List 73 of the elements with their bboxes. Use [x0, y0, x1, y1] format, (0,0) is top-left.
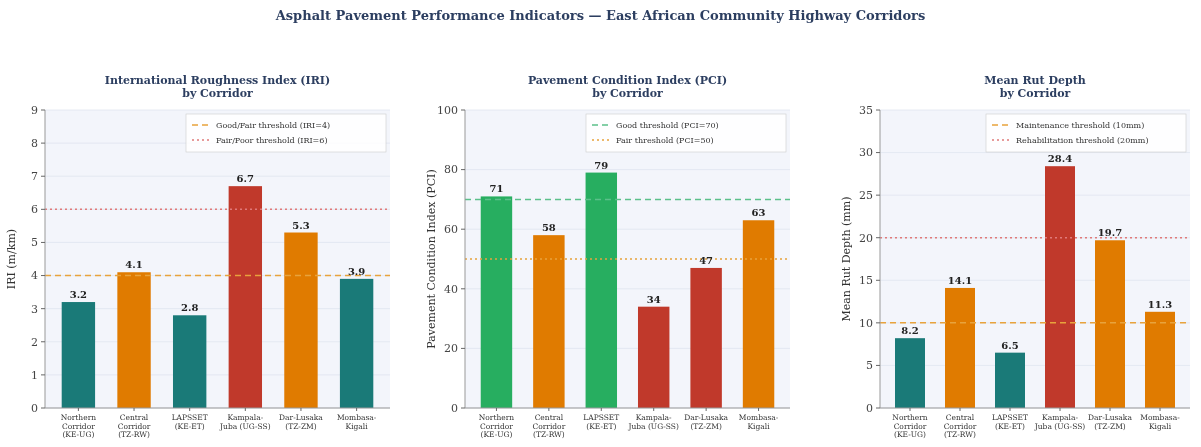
- y-tick-label: 5: [31, 236, 38, 250]
- legend-label: Fair/Poor threshold (IRI=6): [216, 135, 328, 145]
- data-label: 34: [646, 293, 661, 305]
- bar: [228, 186, 263, 408]
- y-tick-label: 7: [31, 170, 38, 184]
- y-tick-label: 20: [859, 231, 873, 245]
- y-tick-label: 0: [31, 401, 38, 415]
- bar: [1045, 166, 1075, 408]
- legend-label: Maintenance threshold (10mm): [1016, 120, 1145, 130]
- y-tick-label: 35: [859, 103, 873, 117]
- data-label: 3.9: [347, 265, 366, 277]
- bar: [61, 302, 96, 408]
- y-tick-label: 3: [31, 302, 38, 316]
- y-tick-label: 15: [859, 274, 873, 288]
- y-tick-label: 9: [31, 103, 38, 117]
- chart-title: International Roughness Index (IRI) by Corridor: [104, 74, 331, 100]
- bar: [1145, 311, 1175, 408]
- y-tick-label: 10: [859, 316, 873, 330]
- y-tick-label: 80: [444, 163, 458, 177]
- data-label: 79: [594, 159, 609, 171]
- bar: [945, 287, 975, 408]
- data-label: 6.7: [236, 173, 255, 185]
- bar: [637, 306, 670, 408]
- data-label: 6.5: [1001, 339, 1019, 351]
- y-tick-label: 1: [31, 368, 38, 382]
- y-tick-label: 8: [31, 136, 38, 150]
- bar: [480, 196, 513, 408]
- text: Asphalt Pavement Performance Indicators — East African Community Highway Corridors: [274, 8, 926, 23]
- data-label: 47: [699, 254, 714, 266]
- data-label: 2.8: [180, 302, 199, 314]
- legend-label: Fair threshold (PCI=50): [616, 135, 714, 145]
- data-label: 5.3: [292, 219, 310, 231]
- data-label: 63: [751, 207, 766, 219]
- chart-title: Pavement Condition Index (PCI) by Corridor: [527, 74, 728, 100]
- bar: [339, 278, 374, 408]
- bar: [690, 267, 722, 408]
- y-axis-title: IRI (m/km): [5, 228, 18, 290]
- y-tick-label: 20: [444, 342, 458, 356]
- bar: [284, 232, 318, 408]
- data-label: 3.2: [69, 289, 88, 301]
- y-tick-label: 5: [866, 359, 873, 373]
- bar: [585, 172, 618, 408]
- bar: [895, 338, 925, 408]
- y-tick-label: 4: [31, 269, 38, 283]
- y-tick-label: 0: [866, 401, 873, 415]
- legend-label: Good threshold (PCI=70): [616, 120, 719, 130]
- data-label: 58: [541, 222, 556, 234]
- chart-title: Mean Rut Depth by Corridor: [984, 74, 1086, 100]
- data-label: 8.2: [901, 325, 919, 337]
- y-tick-label: 2: [31, 335, 38, 349]
- bar: [172, 315, 207, 408]
- y-axis-title: Mean Rut Depth (mm): [840, 196, 853, 322]
- data-label: 71: [489, 183, 504, 195]
- y-tick-label: 6: [31, 203, 38, 217]
- data-label: 11.3: [1147, 298, 1173, 310]
- bar: [533, 235, 565, 408]
- bar: [742, 220, 775, 408]
- data-label: 4.1: [125, 259, 143, 271]
- y-tick-label: 0: [451, 401, 458, 415]
- data-label: 28.4: [1047, 153, 1073, 165]
- bar: [1095, 240, 1125, 408]
- bar: [117, 272, 151, 408]
- data-label: 19.7: [1097, 227, 1123, 239]
- y-axis-title: Pavement Condition Index (PCI): [425, 169, 438, 349]
- legend-label: Rehabilitation threshold (20mm): [1016, 135, 1149, 145]
- y-tick-label: 40: [444, 282, 458, 296]
- data-label: 14.1: [947, 274, 973, 286]
- bar: [995, 352, 1025, 408]
- legend-label: Good/Fair threshold (IRI=4): [216, 120, 331, 130]
- y-tick-label: 25: [859, 188, 873, 202]
- y-tick-label: 100: [437, 103, 458, 117]
- y-tick-label: 30: [859, 146, 873, 160]
- y-tick-label: 60: [444, 223, 458, 237]
